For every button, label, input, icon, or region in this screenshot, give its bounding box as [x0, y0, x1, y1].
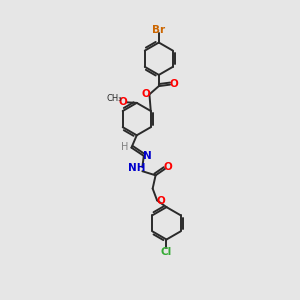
Text: CH₃: CH₃ — [106, 94, 122, 103]
Text: O: O — [118, 97, 127, 107]
Text: N: N — [143, 151, 152, 161]
Text: O: O — [169, 79, 178, 89]
Text: O: O — [142, 89, 150, 99]
Text: Cl: Cl — [161, 247, 172, 257]
Text: Br: Br — [152, 25, 165, 34]
Text: O: O — [164, 162, 172, 172]
Text: NH: NH — [128, 163, 146, 173]
Text: O: O — [157, 196, 166, 206]
Text: H: H — [121, 142, 129, 152]
